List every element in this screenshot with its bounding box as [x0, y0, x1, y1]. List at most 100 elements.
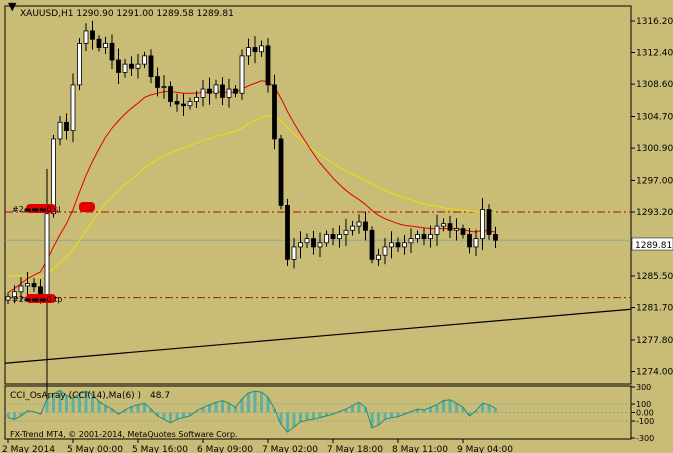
- cci-tick-label: -300: [636, 434, 654, 443]
- trendline[interactable]: [4, 308, 632, 364]
- price-tick-label: 1274.00: [636, 368, 673, 378]
- candle-body: [129, 63, 134, 69]
- candle-body: [239, 55, 245, 94]
- cci-histogram: [5, 389, 631, 433]
- candle-body: [200, 88, 206, 98]
- current-price-label: 1289.81: [635, 241, 672, 251]
- time-tick-label: 8 May 11:00: [392, 445, 448, 453]
- cci-tick-label: -100: [636, 417, 654, 426]
- candle-body: [233, 88, 238, 94]
- candle-body: [454, 228, 459, 231]
- sl-marker[interactable]: [26, 204, 56, 213]
- candle-body: [168, 86, 173, 102]
- candle-body: [51, 138, 56, 215]
- price-tick-label: 1308.60: [636, 80, 673, 90]
- candle-body: [311, 238, 316, 248]
- chart-info-arrow: ▼: [8, 0, 17, 13]
- candle-body: [148, 55, 154, 78]
- candle-body: [389, 242, 394, 248]
- candle-body: [44, 213, 50, 297]
- cci-tick-label: 0.00: [636, 409, 654, 418]
- candle-body: [369, 229, 375, 260]
- candle-body: [116, 59, 121, 73]
- time-tick-label: 9 May 04:00: [457, 445, 513, 453]
- candle-body: [83, 30, 89, 44]
- price-tick-label: 1277.80: [636, 336, 673, 346]
- candle-body: [395, 242, 401, 248]
- cci-tick-label: 300: [636, 383, 651, 392]
- candle-body: [278, 138, 284, 206]
- candle-body: [486, 209, 492, 235]
- candle-body: [272, 84, 277, 140]
- candle-body: [376, 254, 381, 260]
- candle-body: [246, 47, 251, 57]
- ma-red-line: [7, 80, 496, 294]
- candle-body: [181, 103, 186, 107]
- price-tick-label: 1297.00: [636, 176, 673, 186]
- candle-body: [460, 228, 466, 235]
- candle-body: [220, 84, 225, 98]
- candle-body: [142, 55, 147, 65]
- candle-body: [317, 242, 323, 248]
- candle-body: [122, 63, 128, 73]
- tp-label: #2▬▬▬0 tp: [12, 295, 62, 304]
- candle-body: [441, 223, 446, 227]
- time-tick-label: 2 May 2014: [2, 445, 55, 453]
- price-tick-label: 1293.20: [636, 208, 673, 218]
- tp-marker[interactable]: [26, 294, 56, 303]
- sl-label: #2▬▬▬0 sl: [12, 205, 61, 214]
- candle-body: [298, 242, 303, 248]
- candle-body: [493, 234, 498, 241]
- candle-body: [25, 283, 30, 287]
- price-axis: 1316.20 1312.40 1308.60 1304.70 1300.90 1297.…: [631, 17, 673, 378]
- candle-body: [382, 246, 388, 256]
- candle-body: [103, 42, 108, 48]
- time-tick-label: 7 May 18:00: [327, 445, 383, 453]
- symbol-info: XAUUSD,H1 1290.90 1291.00 1289.58 1289.8…: [20, 9, 234, 19]
- candle-body: [304, 238, 310, 244]
- candle-body: [350, 225, 355, 231]
- candle-body: [194, 96, 199, 102]
- candle-body: [330, 234, 336, 240]
- candle-body: [252, 47, 258, 53]
- price-tick-label: 1285.50: [636, 272, 673, 282]
- candle-body: [343, 229, 349, 235]
- time-axis: 2 May 2014 5 May 00:00 5 May 16:00 6 May 09…: [2, 439, 513, 453]
- candle-body: [259, 45, 264, 53]
- price-tick-label: 1300.90: [636, 144, 673, 154]
- candle-body: [207, 88, 212, 94]
- candle-body: [428, 234, 433, 240]
- candle-body: [90, 30, 95, 40]
- time-tick-label: 5 May 16:00: [132, 445, 188, 453]
- candle-body: [174, 101, 180, 105]
- cci-tick-label: 100: [636, 400, 651, 409]
- candle-body: [5, 296, 11, 301]
- candle-body: [291, 246, 297, 260]
- candle-body: [447, 223, 453, 231]
- candle-body: [415, 234, 420, 240]
- sl-drag-handle[interactable]: [79, 202, 95, 212]
- order-lines[interactable]: [5, 211, 631, 299]
- candle-body: [155, 76, 160, 88]
- candle-body: [96, 38, 102, 48]
- candle-body: [109, 42, 115, 61]
- candle-body: [31, 283, 37, 288]
- candle-body: [265, 45, 271, 86]
- candle-body: [64, 121, 69, 132]
- ma-yellow-line: [8, 115, 496, 278]
- time-tick-label: 7 May 02:00: [262, 445, 318, 453]
- candle-body: [18, 285, 24, 293]
- candle-body: [421, 234, 427, 240]
- main-chart-frame: [4, 5, 632, 385]
- indicator-title: CCI_OsArray (CCI(14),Ma(6) ): [10, 391, 141, 401]
- trendline-line[interactable]: [4, 308, 632, 364]
- candle-body: [12, 291, 17, 298]
- price-tick-label: 1312.40: [636, 49, 673, 59]
- candle-body: [70, 84, 76, 132]
- candle-body: [135, 63, 141, 69]
- candle-body: [324, 234, 329, 244]
- candle-body: [187, 101, 193, 107]
- price-tick-label: 1304.70: [636, 112, 673, 122]
